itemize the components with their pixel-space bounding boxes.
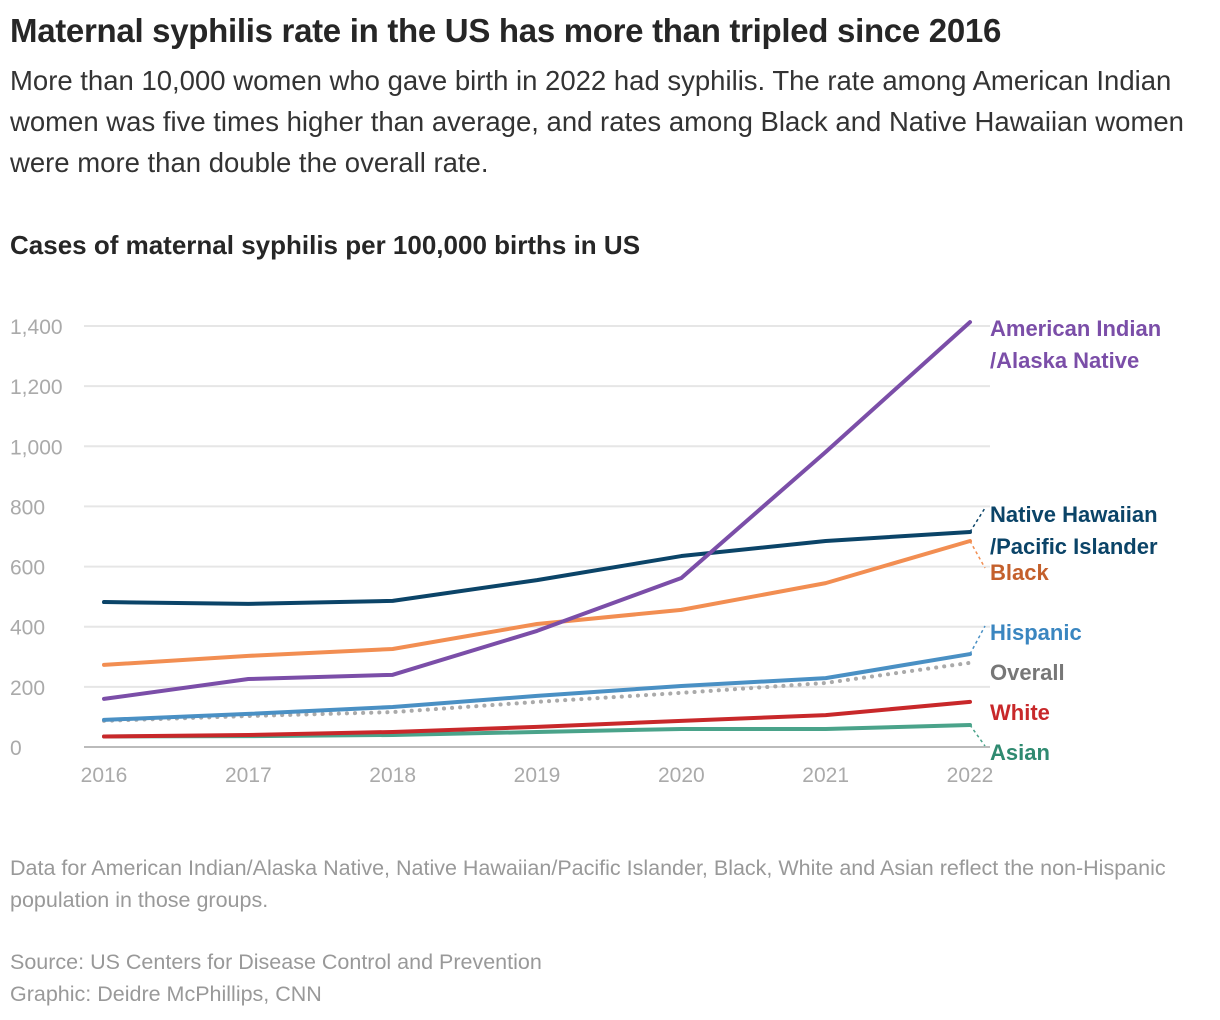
- leader-line: [969, 507, 986, 533]
- source: Source: US Centers for Disease Control a…: [10, 950, 542, 974]
- leader-line: [969, 540, 986, 569]
- footnote: Data for American Indian/Alaska Native, …: [10, 856, 1166, 912]
- headline: Maternal syphilis rate in the US has mor…: [10, 12, 1001, 49]
- x-tick-label: 2019: [514, 764, 561, 787]
- y-tick-label: 400: [10, 617, 45, 640]
- series-label: White: [990, 700, 1050, 725]
- x-tick-label: 2018: [369, 764, 416, 787]
- source-credit: Source: US Centers for Disease Control a…: [10, 946, 542, 1010]
- x-tick-label: 2017: [225, 764, 272, 787]
- y-tick-label: 1,000: [10, 436, 63, 459]
- x-tick-label: 2021: [802, 764, 849, 787]
- series-line-hispanic: [102, 652, 972, 722]
- y-tick-label: 0: [10, 737, 22, 760]
- y-tick-label: 600: [10, 557, 45, 580]
- series-line-black: [102, 539, 972, 667]
- series-line-american-indian-alaska-native: [102, 320, 972, 701]
- series-label: Overall: [990, 660, 1065, 685]
- series-label: Asian: [990, 740, 1050, 765]
- chart-title: Cases of maternal syphilis per 100,000 b…: [10, 230, 641, 260]
- y-tick-label: 1,400: [10, 316, 63, 339]
- series-label: /Alaska Native: [990, 348, 1139, 373]
- x-tick-label: 2016: [81, 764, 128, 787]
- series-line-native-hawaiian-pacific-islander: [102, 529, 972, 606]
- y-tick-label: 800: [10, 496, 45, 519]
- series-label: Black: [990, 560, 1049, 585]
- series-line-white: [102, 699, 972, 739]
- series-label: American Indian: [990, 316, 1161, 341]
- series-label: Native Hawaiian: [990, 502, 1158, 527]
- subtitle: More than 10,000 women who gave birth in…: [10, 65, 1184, 178]
- credit: Graphic: Deidre McPhillips, CNN: [10, 982, 322, 1006]
- series-label: /Pacific Islander: [990, 534, 1158, 559]
- y-tick-label: 1,200: [10, 376, 63, 399]
- series-line-overall: [102, 660, 972, 723]
- line-chart: 0 200 400 600 800 1,000 1,200 1,400 2016 2017 2018…: [10, 316, 1161, 787]
- leader-line: [969, 625, 986, 655]
- y-tick-label: 200: [10, 677, 45, 700]
- x-tick-label: 2022: [947, 764, 994, 787]
- series-label: Hispanic: [990, 620, 1082, 645]
- leader-line: [969, 724, 986, 747]
- x-tick-label: 2020: [658, 764, 705, 787]
